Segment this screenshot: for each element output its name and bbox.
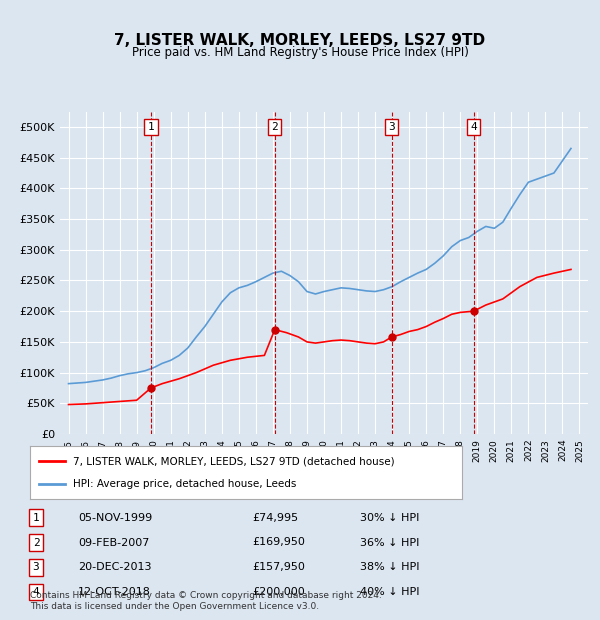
Text: 7, LISTER WALK, MORLEY, LEEDS, LS27 9TD: 7, LISTER WALK, MORLEY, LEEDS, LS27 9TD: [115, 33, 485, 48]
Text: £157,950: £157,950: [252, 562, 305, 572]
Text: 20-DEC-2013: 20-DEC-2013: [78, 562, 151, 572]
Text: 36% ↓ HPI: 36% ↓ HPI: [360, 538, 419, 547]
Text: 4: 4: [470, 122, 477, 132]
Text: 38% ↓ HPI: 38% ↓ HPI: [360, 562, 419, 572]
Text: 1: 1: [148, 122, 154, 132]
Text: £200,000: £200,000: [252, 587, 305, 597]
Text: 2: 2: [271, 122, 278, 132]
Text: 30% ↓ HPI: 30% ↓ HPI: [360, 513, 419, 523]
Text: 3: 3: [32, 562, 40, 572]
Text: Price paid vs. HM Land Registry's House Price Index (HPI): Price paid vs. HM Land Registry's House …: [131, 46, 469, 59]
Text: 3: 3: [388, 122, 395, 132]
Text: 12-OCT-2018: 12-OCT-2018: [78, 587, 151, 597]
Text: 05-NOV-1999: 05-NOV-1999: [78, 513, 152, 523]
Text: 09-FEB-2007: 09-FEB-2007: [78, 538, 149, 547]
Text: 7, LISTER WALK, MORLEY, LEEDS, LS27 9TD (detached house): 7, LISTER WALK, MORLEY, LEEDS, LS27 9TD …: [73, 456, 395, 466]
Text: 2: 2: [32, 538, 40, 547]
Text: £74,995: £74,995: [252, 513, 298, 523]
Text: HPI: Average price, detached house, Leeds: HPI: Average price, detached house, Leed…: [73, 479, 296, 489]
Text: £169,950: £169,950: [252, 538, 305, 547]
Text: Contains HM Land Registry data © Crown copyright and database right 2024.
This d: Contains HM Land Registry data © Crown c…: [30, 591, 382, 611]
Text: 4: 4: [32, 587, 40, 597]
Text: 40% ↓ HPI: 40% ↓ HPI: [360, 587, 419, 597]
Text: 1: 1: [32, 513, 40, 523]
